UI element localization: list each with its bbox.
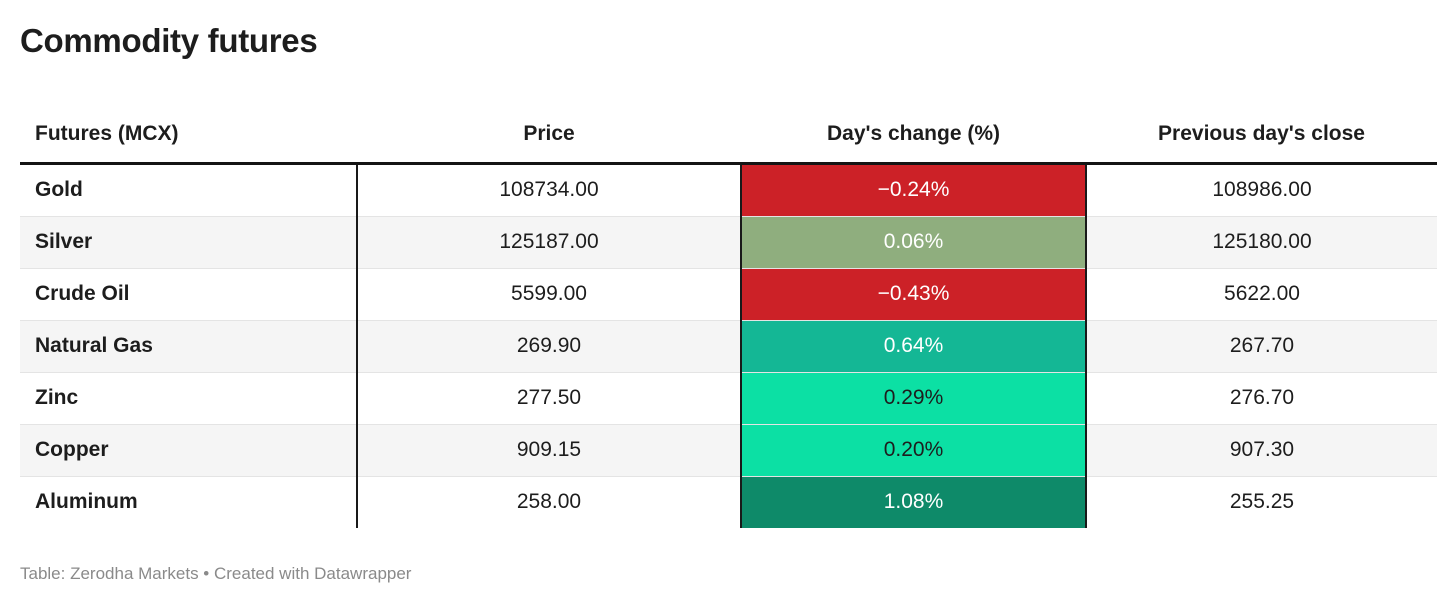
table-row: Silver 125187.00 0.06% 125180.00 — [20, 216, 1437, 269]
table-header: Futures (MCX) Price Day's change (%) Pre… — [20, 87, 1437, 165]
table-row: Natural Gas 269.90 0.64% 267.70 — [20, 320, 1437, 373]
table-row: Aluminum 258.00 1.08% 255.25 — [20, 476, 1437, 528]
table-row: Gold 108734.00 −0.24% 108986.00 — [20, 163, 1437, 217]
futures-name-cell: Crude Oil — [20, 268, 358, 321]
price-cell: 277.50 — [357, 372, 741, 425]
days-change-cell: −0.43% — [740, 268, 1087, 321]
price-cell: 258.00 — [516, 490, 582, 514]
table-attribution: Table: Zerodha Markets • Created with Da… — [20, 563, 412, 583]
price-cell: 269.90 — [357, 320, 741, 373]
column-header-prev-close: Previous day's close — [1086, 87, 1437, 165]
prev-close-cell: 108986.00 — [1086, 163, 1437, 217]
commodity-futures-table: Futures (MCX) Price Day's change (%) Pre… — [20, 87, 1437, 528]
futures-name-cell: Gold — [20, 163, 358, 217]
futures-name-cell: Zinc — [20, 372, 358, 425]
prev-close-cell: 276.70 — [1086, 372, 1437, 425]
table-row: Zinc 277.50 0.29% 276.70 — [20, 372, 1437, 425]
price-cell: 5599.00 — [357, 268, 741, 321]
prev-close-cell: 267.70 — [1086, 320, 1437, 373]
days-change-cell: 0.29% — [740, 372, 1087, 425]
futures-name-cell: Copper — [20, 424, 358, 477]
price-cell: 108734.00 — [357, 163, 741, 217]
days-change-cell: 0.64% — [740, 320, 1087, 373]
prev-close-cell: 5622.00 — [1086, 268, 1437, 321]
days-change-cell: 0.20% — [740, 424, 1087, 477]
prev-close-cell: 907.30 — [1086, 424, 1437, 477]
column-header-futures: Futures (MCX) — [20, 87, 357, 165]
futures-name-cell: Natural Gas — [20, 320, 358, 373]
prev-close-cell: 255.25 — [1229, 490, 1295, 514]
page-title: Commodity futures — [20, 22, 318, 59]
days-change-cell: −0.24% — [740, 163, 1087, 217]
price-cell: 909.15 — [357, 424, 741, 477]
prev-close-cell: 125180.00 — [1086, 216, 1437, 269]
price-cell: 125187.00 — [357, 216, 741, 269]
days-change-cell: 0.06% — [740, 216, 1087, 269]
table-row: Crude Oil 5599.00 −0.43% 5622.00 — [20, 268, 1437, 321]
column-header-price: Price — [357, 87, 741, 165]
futures-name-cell: Aluminum — [20, 476, 358, 528]
table-body: Gold 108734.00 −0.24% 108986.00 Silver 1… — [20, 163, 1437, 528]
table-row: Copper 909.15 0.20% 907.30 — [20, 424, 1437, 477]
days-change-cell: 1.08% — [740, 476, 1087, 528]
column-header-days-change: Day's change (%) — [741, 87, 1086, 165]
futures-name-cell: Silver — [20, 216, 358, 269]
